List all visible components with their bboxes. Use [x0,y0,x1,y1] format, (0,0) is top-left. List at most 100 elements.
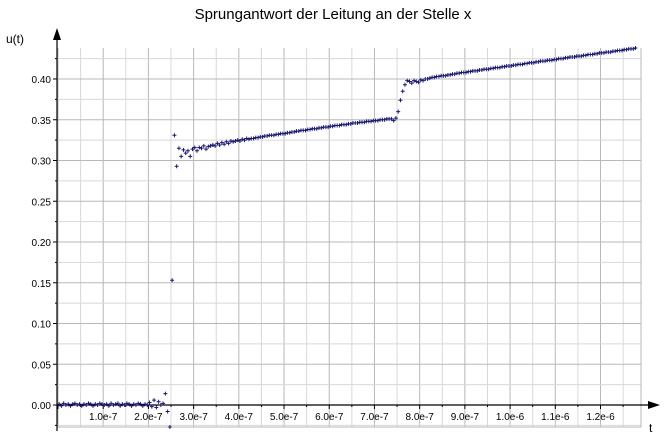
x-tick-label: 8.0e-7 [405,412,434,423]
data-point [197,145,202,150]
y-tick-label: 0.20 [32,238,52,249]
data-point [127,402,132,407]
data-point [201,143,206,148]
data-point [491,66,496,71]
data-point [222,142,227,147]
data-point [215,141,220,146]
data-point [468,69,473,74]
data-point [554,57,559,62]
data-point [525,61,530,66]
data-point [161,401,166,406]
data-point [265,134,270,139]
data-point [452,72,457,77]
data-point [233,138,238,143]
data-point [213,143,218,148]
data-point [217,143,222,148]
data-point [226,141,231,146]
data-point [314,126,319,131]
data-point [63,403,68,407]
data-point [391,118,396,123]
data-point [143,402,148,407]
data-point [443,73,448,78]
data-point [244,136,249,141]
data-point [619,48,624,53]
y-tick-label: 0.10 [32,320,52,331]
data-point [172,133,177,138]
data-point [421,78,426,83]
data-point [174,164,179,169]
x-tick-label: 1.0e-6 [496,412,525,423]
data-point [129,403,134,408]
data-point [595,51,600,56]
data-point [61,401,66,406]
data-point [608,50,613,55]
data-point [66,402,71,407]
x-tick-label: 1.1e-6 [541,412,570,423]
data-point [133,403,138,407]
data-point [224,139,229,144]
data-point [79,403,84,408]
data-point [206,144,211,149]
data-point [362,120,367,125]
data-point [190,147,195,152]
data-point [256,135,261,140]
x-axis-arrow-icon [648,401,660,409]
data-point [369,119,374,124]
data-point [195,148,200,153]
data-point [337,123,342,128]
data-point [77,402,82,407]
data-point [448,72,453,77]
data-point [502,64,507,69]
data-point [509,63,514,68]
data-point [138,402,143,407]
data-point [287,130,292,135]
data-point [167,425,172,430]
data-point [91,403,96,408]
data-point [583,53,588,58]
data-point [147,400,152,405]
data-point [152,398,157,403]
data-point [561,56,566,61]
x-tick-label: 4.0e-7 [225,412,254,423]
data-point [513,63,518,68]
data-point [192,145,197,150]
data-point [84,403,89,407]
data-point [81,402,86,407]
x-tick-label: 2.0e-7 [134,412,163,423]
data-point [572,54,577,59]
data-point [344,122,349,127]
data-point [140,403,145,408]
data-point [208,143,213,148]
data-point [111,403,116,407]
data-point [393,116,398,121]
data-point [95,403,100,407]
data-point [115,401,120,406]
data-point [93,402,98,407]
data-point [104,402,109,407]
data-point [183,151,188,156]
data-point [486,67,491,72]
data-point [188,154,193,159]
x-axis-label: t [649,421,653,435]
data-point [520,62,525,67]
data-point [271,133,276,138]
data-point [100,402,105,407]
data-point [163,391,168,396]
data-point [436,74,441,79]
data-point [407,79,412,84]
data-point [170,278,175,283]
data-point [543,59,548,64]
data-point [97,401,102,406]
data-point [59,403,64,408]
data-point [219,140,224,145]
data-point [231,139,236,144]
data-point [613,49,618,54]
x-tick-label: 5.0e-7 [270,412,299,423]
data-point [400,89,405,94]
data-point [382,117,387,122]
data-point [136,401,141,406]
data-point [348,121,353,126]
data-point [624,47,629,52]
data-point [319,125,324,130]
